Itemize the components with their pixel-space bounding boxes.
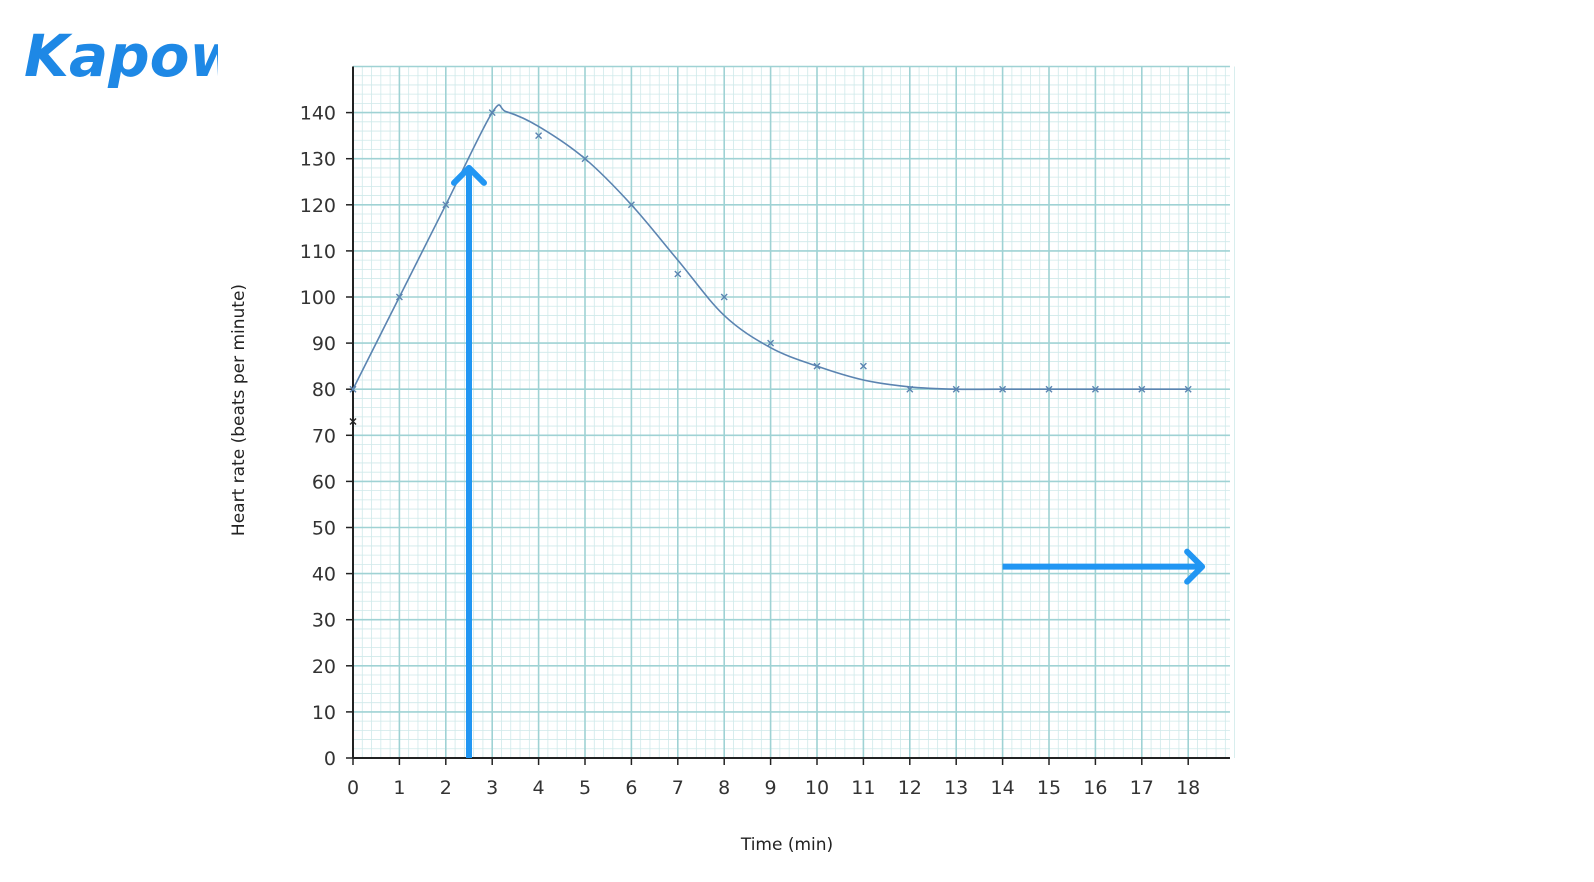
- y-tick-label: 30: [312, 610, 336, 632]
- grid: [352, 65, 1235, 759]
- y-tick-label: 120: [300, 195, 336, 217]
- marker-stroke: [720, 293, 728, 301]
- tick-labels: 0 1 2 3 4 5 6 7 8 9 10 11 12 13 14 15 16 17 18010203040506…: [300, 103, 1201, 799]
- x-tick-label: 1: [393, 777, 405, 799]
- x-tick-label: 17: [1130, 777, 1154, 799]
- y-tick-label: 20: [312, 656, 336, 678]
- x-tick-label: 16: [1083, 777, 1107, 799]
- marker-stroke: [535, 132, 543, 140]
- data-point-marker: [859, 362, 867, 370]
- kapow-logo: Kapow: [24, 22, 218, 90]
- x-tick-label: 0: [347, 777, 359, 799]
- y-tick-label: 50: [312, 518, 336, 540]
- axes: [346, 66, 1230, 765]
- annotations: [451, 164, 1206, 758]
- x-tick-label: 13: [944, 777, 968, 799]
- x-axis-title: Time (min): [740, 835, 833, 855]
- x-tick-label: 2: [440, 777, 452, 799]
- x-tick-label: 9: [765, 777, 777, 799]
- right-arrow-head: [1184, 548, 1206, 585]
- data-point-marker: [720, 293, 728, 301]
- x-tick-label: 7: [672, 777, 684, 799]
- x-tick-label: 11: [851, 777, 875, 799]
- x-tick-label: 4: [533, 777, 545, 799]
- y-tick-label: 70: [312, 425, 336, 447]
- x-tick-label: 5: [579, 777, 591, 799]
- data-point-marker: [349, 417, 357, 425]
- y-tick-label: 90: [312, 333, 336, 355]
- up-arrow-head: [451, 164, 487, 186]
- y-tick-label: 100: [300, 287, 336, 309]
- marker-stroke: [859, 362, 867, 370]
- y-tick-label: 10: [312, 702, 336, 724]
- y-tick-label: 140: [300, 103, 336, 125]
- x-tick-label: 10: [805, 777, 829, 799]
- x-tick-label: 6: [625, 777, 637, 799]
- marker-stroke: [767, 339, 775, 347]
- data-point-marker: [767, 339, 775, 347]
- data-point-marker: [674, 270, 682, 278]
- x-tick-label: 18: [1176, 777, 1200, 799]
- marker-stroke: [674, 270, 682, 278]
- y-tick-label: 60: [312, 471, 336, 493]
- y-tick-label: 110: [300, 241, 336, 263]
- y-tick-label: 40: [312, 564, 336, 586]
- marker-stroke: [349, 417, 357, 425]
- x-tick-label: 15: [1037, 777, 1061, 799]
- x-tick-label: 14: [991, 777, 1015, 799]
- y-tick-label: 130: [300, 149, 336, 171]
- logo-text: Kapow: [24, 22, 218, 90]
- data-point-marker: [535, 132, 543, 140]
- x-tick-label: 3: [486, 777, 498, 799]
- y-tick-label: 80: [312, 379, 336, 401]
- y-tick-label: 0: [324, 748, 336, 770]
- x-tick-label: 8: [718, 777, 730, 799]
- x-tick-label: 12: [898, 777, 922, 799]
- y-axis-title: Heart rate (beats per minute): [229, 284, 249, 536]
